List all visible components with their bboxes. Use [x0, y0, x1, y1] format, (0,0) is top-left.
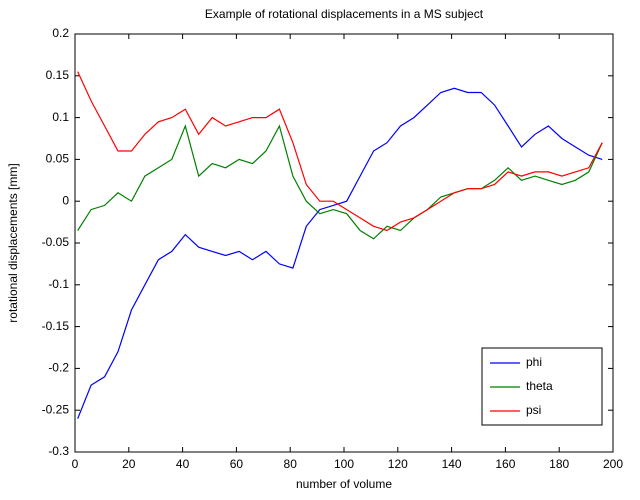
x-tick-label: 20: [122, 457, 136, 471]
y-axis-label: rotational displacements [mm]: [6, 163, 20, 322]
x-tick-label: 80: [284, 457, 298, 471]
plot-frame: [74, 33, 614, 453]
legend-label: phi: [526, 355, 542, 369]
legend-label: theta: [526, 379, 553, 393]
y-tick-label: 0.05: [46, 152, 70, 166]
x-tick-label: 160: [495, 457, 515, 471]
data-line: [77, 87, 603, 419]
y-tick-label: 0.15: [46, 68, 70, 82]
y-tick-label: 0.1: [52, 110, 69, 124]
y-tick-label: -0.3: [48, 444, 69, 458]
y-tick-label: -0.2: [48, 361, 69, 375]
y-tick-label: 0.2: [52, 26, 69, 40]
y-tick-label: -0.1: [48, 277, 69, 291]
x-tick-label: 140: [442, 457, 462, 471]
x-tick-label: 120: [388, 457, 408, 471]
x-axis-label: number of volume: [296, 477, 392, 491]
y-tick-label: -0.25: [42, 402, 70, 416]
y-tick-label: 0: [62, 193, 69, 207]
x-tick-label: 0: [72, 457, 79, 471]
y-tick-label: -0.15: [42, 319, 70, 333]
legend-label: psi: [526, 403, 541, 417]
x-tick-label: 180: [549, 457, 569, 471]
x-tick-label: 100: [334, 457, 354, 471]
x-tick-label: 60: [230, 457, 244, 471]
x-tick-label: 200: [603, 457, 623, 471]
chart-title: Example of rotational displacements in a…: [205, 7, 484, 21]
data-line: [77, 71, 603, 232]
y-tick-label: -0.05: [42, 235, 70, 249]
x-tick-label: 40: [176, 457, 190, 471]
